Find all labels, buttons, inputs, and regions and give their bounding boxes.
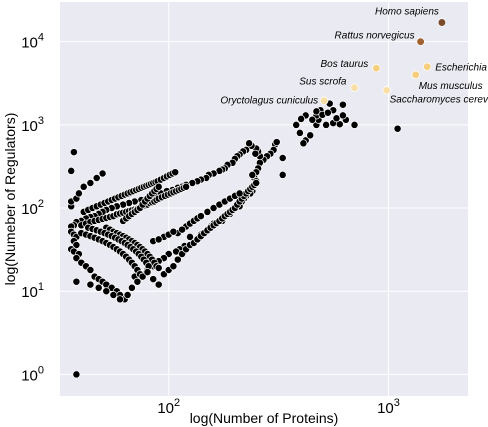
highlighted-point [411,70,420,79]
highlighted-point [382,86,391,95]
highlighted-point [437,18,447,27]
data-point [251,149,260,158]
x-axis-label: log(Number of Proteins) [190,410,339,426]
species-label: Escherichia coli [435,63,488,74]
plot-area [60,2,468,396]
highlighted-point [350,83,359,92]
data-point [143,268,152,277]
data-point [154,280,163,289]
data-point [393,124,402,133]
data-point [350,120,359,129]
data-point [98,169,107,178]
data-point [72,254,81,263]
data-point [295,128,304,137]
data-point [178,225,187,234]
data-point [133,277,142,286]
data-point [182,182,191,191]
data-point [252,179,261,187]
species-label: Sus scrofa [299,77,347,88]
data-point [72,370,81,379]
data-point [338,111,347,120]
data-point [297,114,306,123]
data-point [312,107,321,116]
y-tick-label: 100 [21,364,44,384]
data-point [171,168,180,177]
data-points [67,99,402,379]
species-label: Rattus norvegicus [335,31,415,42]
species-label: Homo sapiens [375,7,439,18]
data-point [86,266,95,274]
data-point [292,120,301,129]
data-point [116,295,124,304]
data-point [306,131,315,140]
data-point [72,277,81,286]
y-tick-label: 104 [21,32,44,52]
data-point [196,212,205,221]
highlighted-point [320,96,329,105]
species-label: Bos taurus [320,59,368,70]
data-point [69,148,78,157]
data-point [169,262,178,271]
data-point [332,114,341,123]
data-point [335,120,344,129]
data-point [149,275,158,284]
data-point [79,182,88,191]
data-point [138,272,147,281]
y-tick-label: 102 [21,198,44,218]
species-label: Mus musculus [419,81,483,92]
data-point [86,280,95,289]
data-point [154,264,163,272]
data-point [94,283,103,292]
highlighted-point [372,64,381,73]
data-point [299,139,308,148]
data-point [127,283,136,292]
data-point [272,138,281,147]
species-annotations: Homo sapiens Rattus norvegicus Escherichia… [220,7,488,107]
data-point [74,189,83,198]
data-point [86,179,95,187]
data-point [102,287,111,296]
data-point [173,255,182,264]
data-point [323,108,332,117]
x-tick-label: 102 [157,397,180,417]
species-label: Oryctolagus cuniculus [220,96,318,107]
data-point [278,154,287,162]
data-point [245,139,254,148]
x-tick-label: 103 [377,397,400,417]
data-point [322,120,331,129]
y-axis-label: log(Numeber of Regulators) [2,113,18,286]
data-point [203,207,212,216]
data-point [235,189,244,198]
tick-labels: 102 103 100 101 102 103 104 [21,32,400,417]
data-point [109,291,118,299]
y-tick-label: 101 [21,281,44,301]
data-point [92,174,101,182]
data-point [67,166,76,175]
data-point [248,170,257,179]
species-label: Saccharomyces cerevisiae [390,94,488,105]
data-point [123,291,132,299]
highlighted-point [423,62,432,71]
data-point [186,232,194,241]
data-point [169,227,178,236]
highlighted-point [416,37,425,46]
data-point [308,115,317,124]
data-point [338,100,347,109]
data-point [154,182,163,191]
data-point [154,235,163,244]
highlighted-points [320,18,447,105]
data-point [278,170,287,179]
data-point [209,204,218,212]
y-tick-label: 103 [21,115,44,135]
